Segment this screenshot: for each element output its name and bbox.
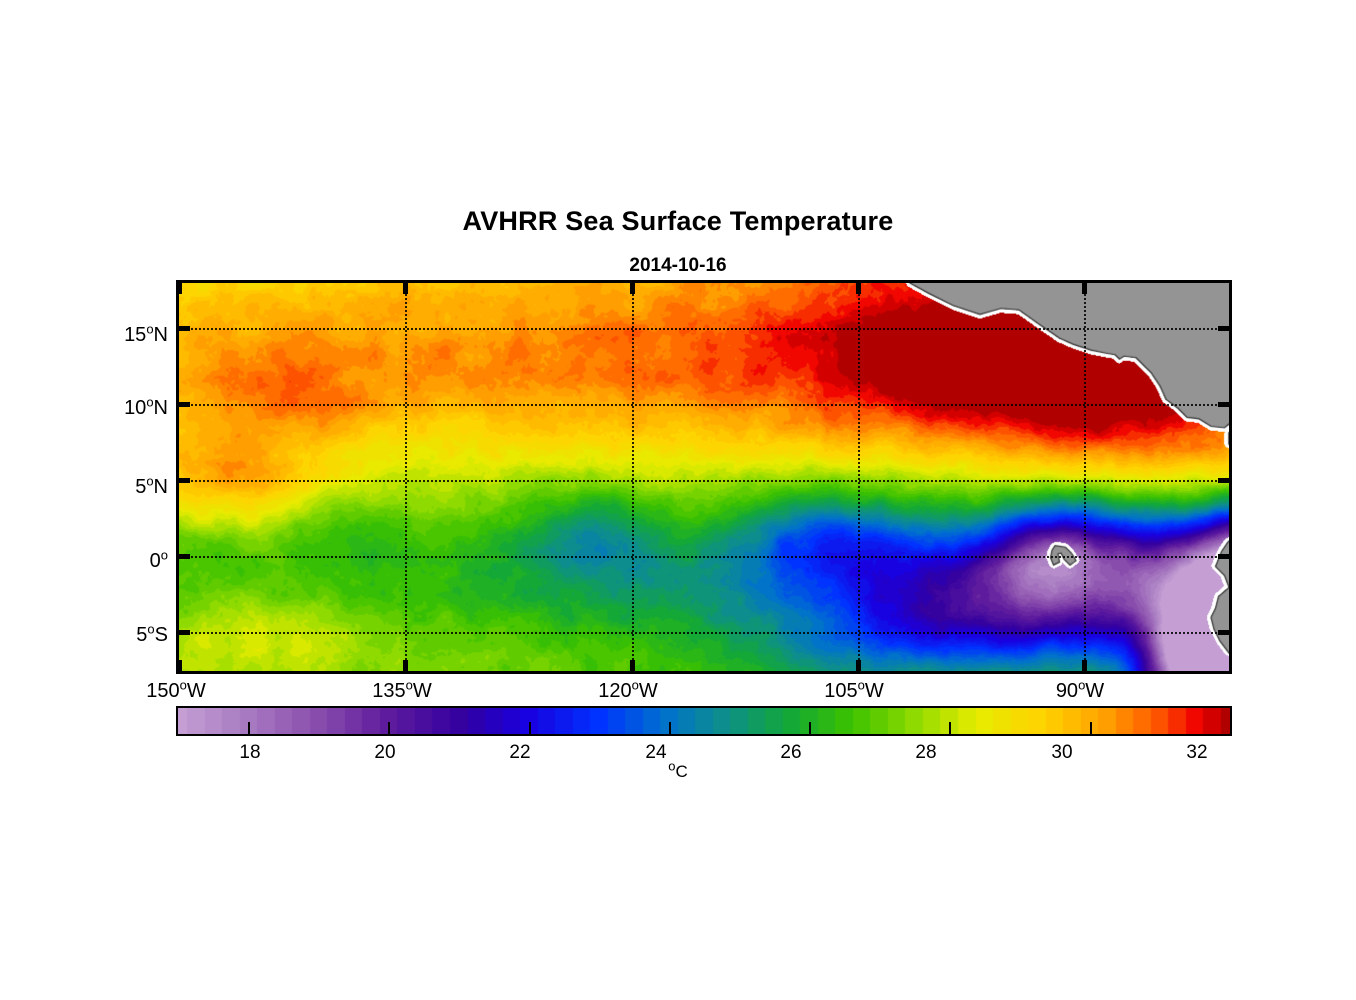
- xtick-label-1: 135oW: [372, 677, 432, 702]
- colorbar[interactable]: [176, 706, 1232, 736]
- colorbar-tick: [1089, 722, 1092, 734]
- axis-tick: [179, 629, 190, 635]
- colorbar-tick-label-6: 30: [1051, 742, 1073, 763]
- axis-tick: [1218, 478, 1229, 483]
- colorbar-tick: [949, 722, 952, 734]
- axis-tick: [179, 660, 182, 671]
- gridline-horizontal: [179, 480, 1229, 482]
- colorbar-tick-label-5: 28: [915, 742, 937, 763]
- colorbar-tick-label-7: 32: [1186, 742, 1208, 763]
- xtick-label-4: 90oW: [1055, 677, 1105, 702]
- colorbar-tick-label-4: 26: [780, 742, 802, 763]
- axis-tick: [179, 326, 190, 332]
- colorbar-tick: [528, 722, 531, 734]
- colorbar-container: [176, 706, 1232, 736]
- axis-tick: [179, 553, 190, 559]
- xtick-label-0: 150oW: [146, 677, 206, 702]
- xtick-label-3: 105oW: [824, 677, 884, 702]
- axis-tick: [403, 660, 409, 671]
- axis-tick: [855, 660, 861, 671]
- ytick-label-3: 0o: [149, 547, 168, 572]
- ytick-label-4: 5oS: [136, 621, 168, 646]
- chart-title: AVHRR Sea Surface Temperature: [462, 206, 894, 236]
- axis-tick: [1082, 660, 1088, 671]
- gridline-vertical: [405, 283, 408, 671]
- ytick-label-1: 10oN: [124, 394, 168, 419]
- axis-tick: [629, 283, 635, 294]
- gridline-horizontal: [179, 328, 1229, 331]
- colorbar-tick: [248, 722, 251, 734]
- gridline-horizontal: [179, 404, 1229, 407]
- colorbar-tick: [809, 722, 812, 734]
- colorbar-tick-label-2: 22: [509, 742, 531, 763]
- axis-tick: [1218, 553, 1229, 559]
- axis-tick: [855, 283, 861, 294]
- colorbar-tick: [1230, 722, 1232, 734]
- colorbar-unit-label: oC: [668, 758, 688, 781]
- colorbar-tick-label-1: 20: [374, 742, 396, 763]
- axis-tick: [179, 402, 190, 408]
- colorbar-tick: [668, 722, 671, 734]
- colorbar-tick: [388, 722, 391, 734]
- axis-tick: [179, 478, 190, 483]
- sst-heatmap: [179, 283, 1229, 671]
- xtick-label-2: 120oW: [598, 677, 658, 702]
- gridline-horizontal: [179, 631, 1229, 634]
- gridline-horizontal: [179, 555, 1229, 558]
- axis-tick: [1218, 629, 1229, 635]
- ytick-label-0: 15oN: [124, 321, 168, 346]
- axis-tick: [403, 283, 409, 294]
- axis-tick: [1218, 326, 1229, 332]
- sst-map-plot-area[interactable]: [176, 280, 1232, 674]
- ytick-label-2: 5oN: [135, 473, 168, 498]
- colorbar-tick-label-0: 18: [239, 742, 261, 763]
- axis-tick: [179, 283, 182, 294]
- gridline-vertical: [631, 283, 634, 671]
- colorbar-gradient: [178, 708, 1230, 734]
- gridline-vertical: [1084, 283, 1087, 671]
- axis-tick: [1082, 283, 1088, 294]
- chart-subtitle: 2014-10-16: [629, 255, 727, 276]
- gridline-vertical: [857, 283, 860, 671]
- axis-tick: [629, 660, 635, 671]
- colorbar-tick-label-3: 24: [645, 742, 667, 763]
- axis-tick: [1218, 402, 1229, 408]
